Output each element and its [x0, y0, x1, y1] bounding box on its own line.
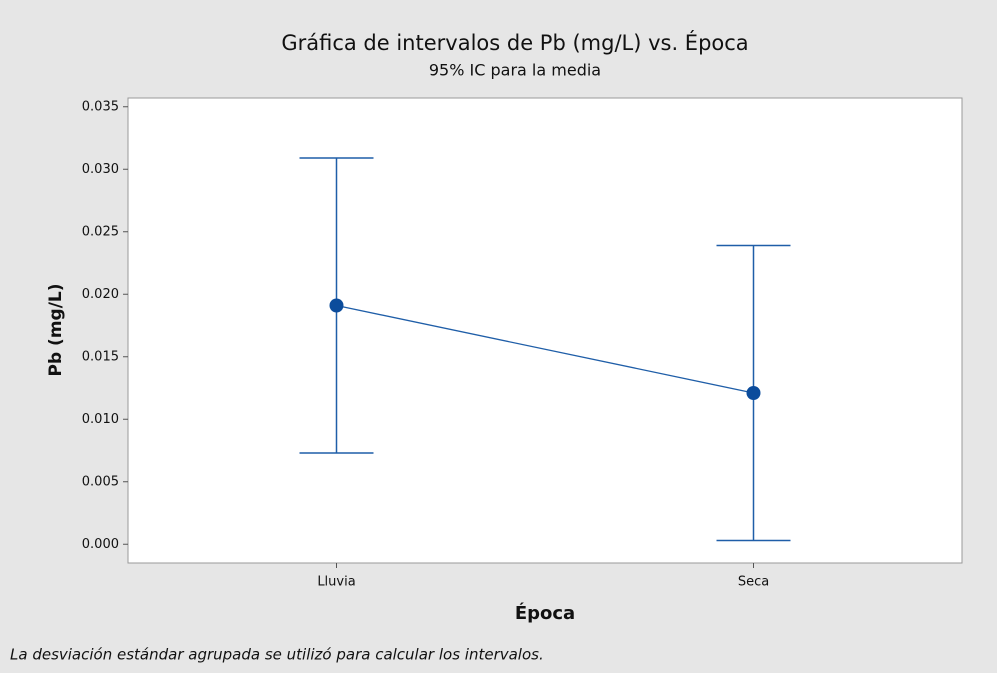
x-axis-label: Época [515, 602, 575, 624]
y-tick-label: 0.005 [82, 474, 119, 489]
y-tick-label: 0.010 [82, 412, 119, 427]
y-tick-label: 0.020 [82, 287, 119, 302]
y-tick-label: 0.030 [82, 162, 119, 177]
y-tick-label: 0.015 [82, 349, 119, 364]
footnote: La desviación estándar agrupada se utili… [10, 646, 544, 664]
mean-marker [746, 386, 761, 400]
chart-subtitle: 95% IC para la media [429, 61, 601, 80]
y-axis-label: Pb (mg/L) [46, 283, 66, 376]
x-tick-label: Lluvia [317, 575, 355, 590]
y-tick-label: 0.000 [82, 537, 119, 552]
x-tick-label: Seca [738, 575, 769, 590]
mean-line [336, 304, 754, 394]
chart-title: Gráfica de intervalos de Pb (mg/L) vs. É… [281, 30, 748, 55]
plot-area [127, 97, 963, 564]
y-tick-label: 0.035 [82, 99, 119, 114]
y-tick-label: 0.025 [82, 224, 119, 239]
mean-marker [329, 298, 344, 313]
